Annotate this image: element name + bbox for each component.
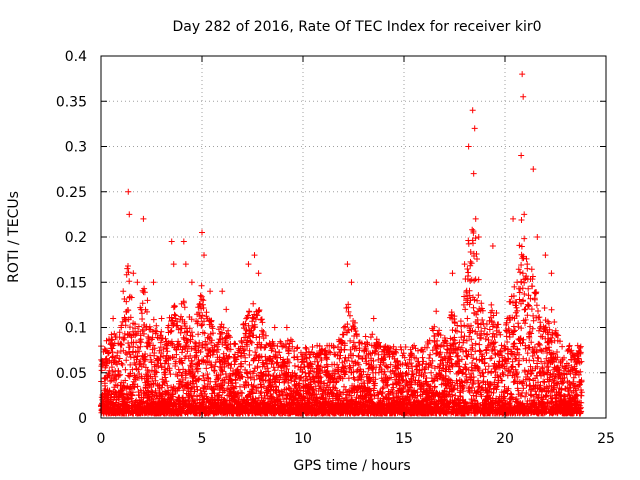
y-tick-label: 0.2	[65, 230, 87, 246]
data-point	[472, 215, 479, 222]
data-point	[120, 288, 127, 295]
data-point	[470, 170, 477, 177]
x-axis-label: GPS time / hours	[293, 458, 410, 474]
data-point	[548, 270, 555, 277]
data-point	[524, 261, 531, 268]
data-point	[542, 252, 549, 259]
data-point	[168, 238, 175, 245]
data-point	[104, 360, 111, 367]
y-tick-label: 0.4	[65, 49, 87, 65]
data-point	[245, 261, 252, 268]
data-point	[283, 324, 290, 331]
y-tick-label: 0.1	[65, 321, 87, 337]
data-point	[530, 166, 537, 173]
chart-title: Day 282 of 2016, Rate Of TEC Index for r…	[172, 19, 541, 35]
data-point	[384, 351, 391, 358]
data-point	[150, 279, 157, 286]
y-tick-label: 0.15	[56, 275, 87, 291]
data-point	[201, 252, 208, 259]
data-point	[118, 324, 125, 331]
data-point	[314, 342, 321, 349]
data-point	[124, 265, 131, 272]
data-point	[223, 306, 230, 313]
data-point	[219, 288, 226, 295]
data-point	[251, 252, 258, 259]
y-tick-label: 0.35	[56, 94, 87, 110]
data-point	[188, 279, 195, 286]
data-point	[126, 211, 133, 218]
data-points	[98, 71, 585, 417]
data-point	[465, 143, 472, 150]
data-point	[130, 270, 137, 277]
data-point	[469, 107, 476, 114]
data-point	[180, 238, 187, 245]
baseline-point-cloud	[98, 217, 585, 417]
data-point	[411, 342, 418, 349]
data-point	[207, 288, 214, 295]
x-tick-label: 5	[198, 431, 207, 447]
data-point	[134, 279, 141, 286]
data-point	[326, 342, 333, 349]
x-tick-label: 10	[294, 431, 312, 447]
data-point	[519, 71, 526, 78]
data-point	[520, 93, 527, 100]
data-point	[534, 234, 541, 240]
data-point	[461, 261, 468, 268]
y-tick-label: 0.3	[65, 140, 87, 156]
y-axis-label: ROTI / TECUs	[6, 191, 22, 283]
data-point	[518, 152, 525, 159]
tick-marks	[100, 55, 607, 419]
x-tick-label: 15	[395, 431, 413, 447]
data-point	[140, 215, 147, 222]
data-point	[170, 261, 177, 268]
data-point	[348, 279, 355, 286]
data-point	[144, 297, 151, 304]
data-point	[255, 270, 262, 277]
data-point	[370, 315, 377, 322]
data-point	[300, 351, 306, 358]
y-tick-label: 0	[78, 411, 87, 427]
y-tick-label: 0.25	[56, 185, 87, 201]
x-tick-label: 20	[496, 431, 514, 447]
data-point	[475, 234, 482, 240]
data-point	[182, 261, 189, 268]
y-tick-label: 0.05	[56, 366, 87, 382]
data-point	[199, 229, 205, 236]
y-tick-labels: 0 0.05 0.1 0.15 0.2 0.25 0.3 0.35 0.4	[56, 49, 87, 427]
data-point	[510, 215, 517, 222]
x-tick-label: 25	[597, 431, 615, 447]
data-point	[521, 211, 528, 218]
data-point	[344, 261, 351, 268]
data-point	[471, 125, 478, 132]
data-point	[125, 188, 132, 195]
data-point	[158, 315, 165, 322]
data-point	[271, 324, 278, 331]
data-point	[574, 342, 581, 349]
data-point	[433, 279, 440, 286]
x-tick-labels: 0 5 10 15 20 25	[97, 431, 615, 447]
data-point	[110, 315, 117, 322]
data-point	[514, 279, 521, 286]
data-point	[566, 342, 573, 349]
x-tick-label: 0	[97, 431, 106, 447]
data-point	[489, 243, 496, 250]
data-point	[362, 333, 369, 340]
data-point	[449, 270, 456, 277]
